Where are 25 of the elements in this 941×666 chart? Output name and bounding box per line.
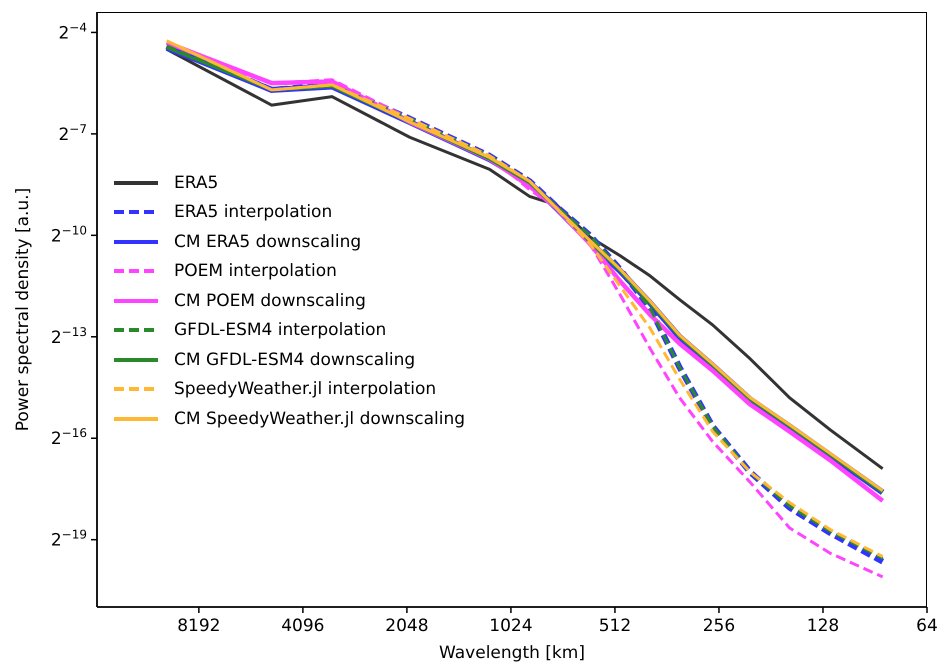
x-tick-label: 4096 [281, 616, 325, 636]
y-tick-label: 2$^{−7}$ [58, 122, 87, 145]
legend-label: CM SpeedyWeather.jl downscaling [174, 408, 466, 429]
y-tick-label: 2$^{−13}$ [50, 324, 87, 348]
legend-label: GFDL-ESM4 interpolation [174, 320, 386, 340]
legend-label: CM POEM downscaling [174, 290, 366, 311]
x-tick-label: 2048 [385, 616, 429, 636]
x-axis-title: Wavelength [km] [439, 643, 585, 663]
legend-label: ERA5 interpolation [174, 202, 332, 222]
legend-label: CM GFDL-ESM4 downscaling [174, 350, 416, 370]
legend-label: CM ERA5 downscaling [174, 232, 362, 252]
y-tick-label: 2$^{−10}$ [50, 223, 87, 246]
y-tick-label: 2$^{−19}$ [50, 528, 87, 551]
x-tick-label: 256 [702, 616, 736, 636]
x-tick-label: 64 [916, 616, 938, 636]
legend-label: SpeedyWeather.jl interpolation [174, 379, 436, 400]
x-tick-label: 128 [806, 616, 840, 636]
legend-label: ERA5 [174, 172, 218, 193]
x-tick-label: 8192 [177, 616, 220, 636]
y-tick-label: 2$^{−4}$ [58, 20, 87, 44]
x-tick-label: 512 [598, 616, 632, 636]
legend-label: POEM interpolation [174, 261, 337, 282]
y-tick-label: 2$^{−16}$ [50, 426, 87, 450]
y-axis-title: Power spectral density [a.u.] [13, 188, 34, 432]
x-tick-label: 1024 [489, 616, 533, 636]
